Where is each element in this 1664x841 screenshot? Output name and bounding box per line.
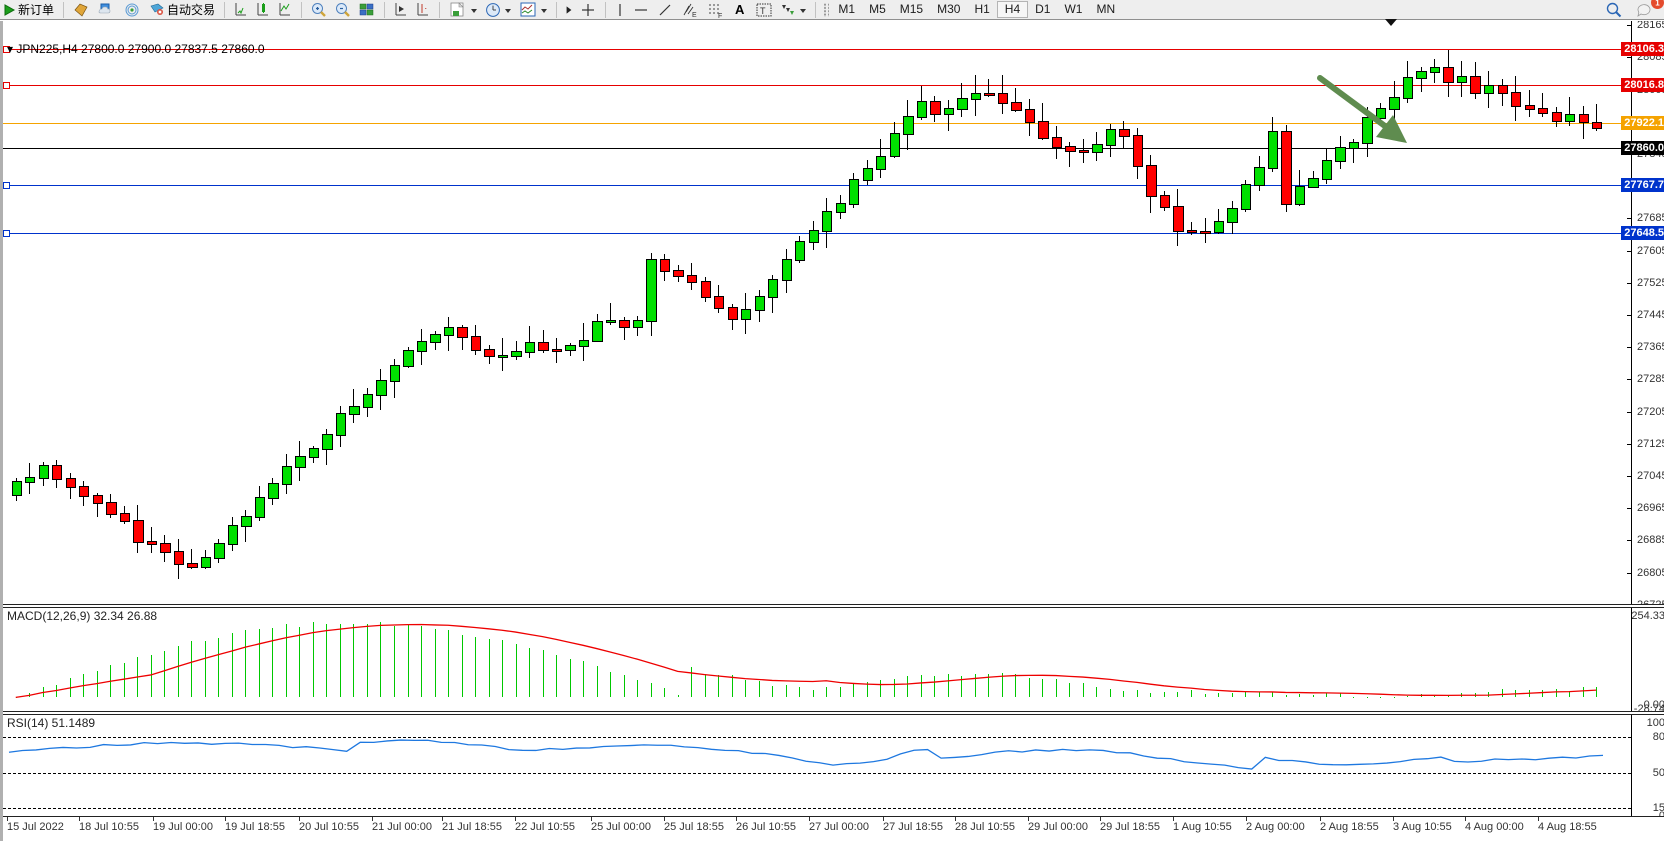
svg-text:1: 1 [1655,0,1660,8]
svg-text:T: T [760,6,766,16]
svg-text:F: F [718,13,722,18]
svg-text:E: E [692,12,697,18]
